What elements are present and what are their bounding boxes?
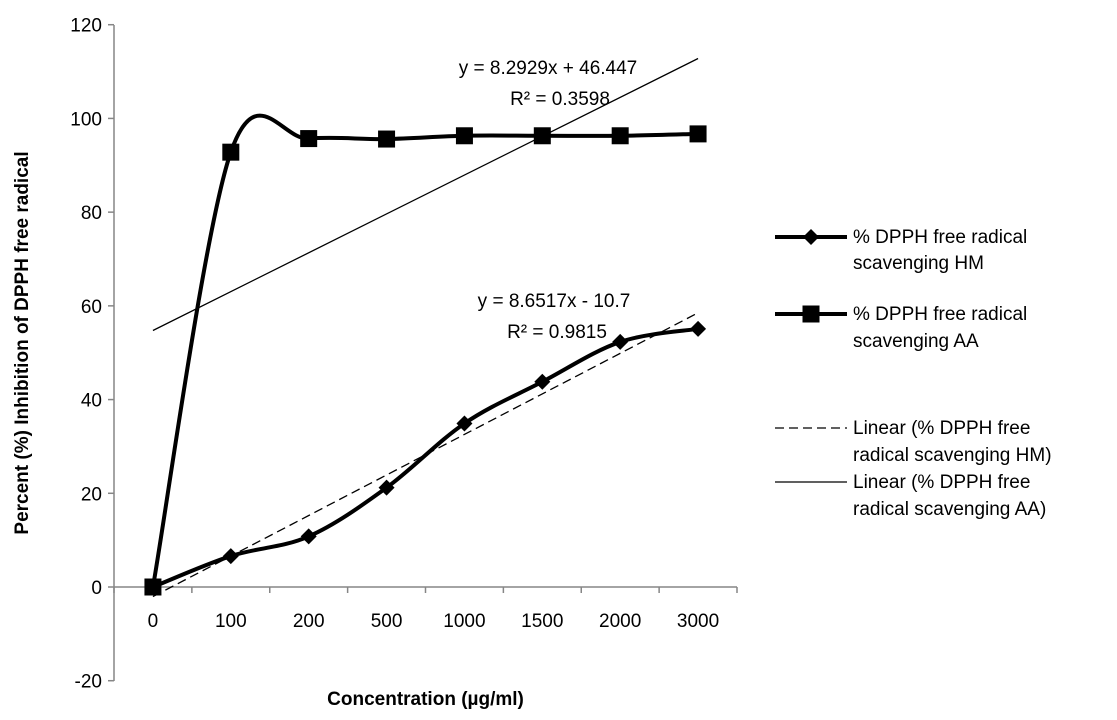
y-tick-label: 100 <box>70 109 102 130</box>
data-point-hm <box>534 373 551 390</box>
legend-item-linear-hm: Linear (% DPPH free radical scavenging H… <box>775 418 1052 466</box>
y-tick-label: 20 <box>81 484 102 505</box>
y-tick-label: -20 <box>75 672 102 693</box>
x-tick-label: 200 <box>293 611 325 632</box>
data-point-hm <box>222 548 239 565</box>
legend-label-hm-line2: scavenging HM <box>853 253 984 274</box>
data-point-aa <box>533 127 551 145</box>
y-tick-label: 0 <box>91 578 102 599</box>
legend-symbol-aa <box>775 305 847 323</box>
legend-label-linear-aa-line1: Linear (% DPPH free <box>853 472 1030 493</box>
legend-item-linear-aa: Linear (% DPPH free radical scavenging A… <box>775 472 1046 520</box>
legend-label-linear-hm-line2: radical scavenging HM) <box>853 445 1052 466</box>
trendline-aa <box>152 57 699 332</box>
x-tick-label: 500 <box>371 611 403 632</box>
series-line-aa <box>150 113 699 588</box>
x-axis-title: Concentration (µg/ml) <box>327 689 524 710</box>
series-line-hm <box>152 326 699 589</box>
legend-item-aa: % DPPH free radical scavenging AA <box>775 304 1027 352</box>
axes-group: -20 0 20 40 60 80 100 120 0 100 200 500 1000 1500 2000… <box>70 16 738 693</box>
data-point-aa <box>300 130 318 148</box>
x-tick-label: 1000 <box>443 611 485 632</box>
x-tick-label: 3000 <box>677 611 719 632</box>
trendline-r2-aa: R² = 0.3598 <box>510 89 610 110</box>
data-point-aa <box>611 127 629 145</box>
data-point-hm <box>456 415 473 432</box>
legend-label-linear-aa-line2: radical scavenging AA) <box>853 499 1046 520</box>
legend-item-hm: % DPPH free radical scavenging HM <box>775 227 1027 274</box>
data-point-hm <box>690 320 707 337</box>
legend-label-aa-line2: scavenging AA <box>853 331 979 352</box>
trendline-equation-aa: y = 8.2929x + 46.447 <box>459 58 638 79</box>
legend-marker <box>802 305 820 323</box>
x-tick-label: 0 <box>148 611 159 632</box>
trendline-hm <box>152 312 699 598</box>
legend-marker <box>803 229 819 245</box>
legend-label-linear-hm-line1: Linear (% DPPH free <box>853 418 1030 439</box>
series-group <box>144 113 707 596</box>
legend-symbol-hm <box>775 229 847 245</box>
data-point-hm <box>300 528 317 545</box>
y-axis-title: Percent (%) Inhibition of DPPH free radi… <box>12 151 33 534</box>
data-point-aa <box>455 127 473 145</box>
x-tick-label: 100 <box>215 611 247 632</box>
x-tick-label: 1500 <box>521 611 563 632</box>
legend-label-hm-line1: % DPPH free radical <box>853 227 1027 248</box>
trendline-equation-hm: y = 8.6517x - 10.7 <box>478 291 631 312</box>
data-point-aa <box>144 578 162 596</box>
x-tick-label: 2000 <box>599 611 641 632</box>
labels-group: Concentration (µg/ml) Percent (%) Inhibi… <box>12 58 637 710</box>
y-tick-label: 60 <box>81 297 102 318</box>
legend-label-aa-line1: % DPPH free radical <box>853 304 1027 325</box>
data-point-aa <box>689 125 707 143</box>
data-point-aa <box>222 143 240 161</box>
data-point-aa <box>378 130 396 148</box>
y-tick-label: 40 <box>81 391 102 412</box>
data-point-hm <box>612 333 629 350</box>
trendline-r2-hm: R² = 0.9815 <box>507 322 607 343</box>
y-tick-label: 80 <box>81 203 102 224</box>
y-tick-label: 120 <box>70 16 102 37</box>
data-point-hm <box>378 479 395 496</box>
trendlines-group <box>152 57 699 598</box>
legend: % DPPH free radical scavenging HM % DPPH… <box>775 227 1052 520</box>
